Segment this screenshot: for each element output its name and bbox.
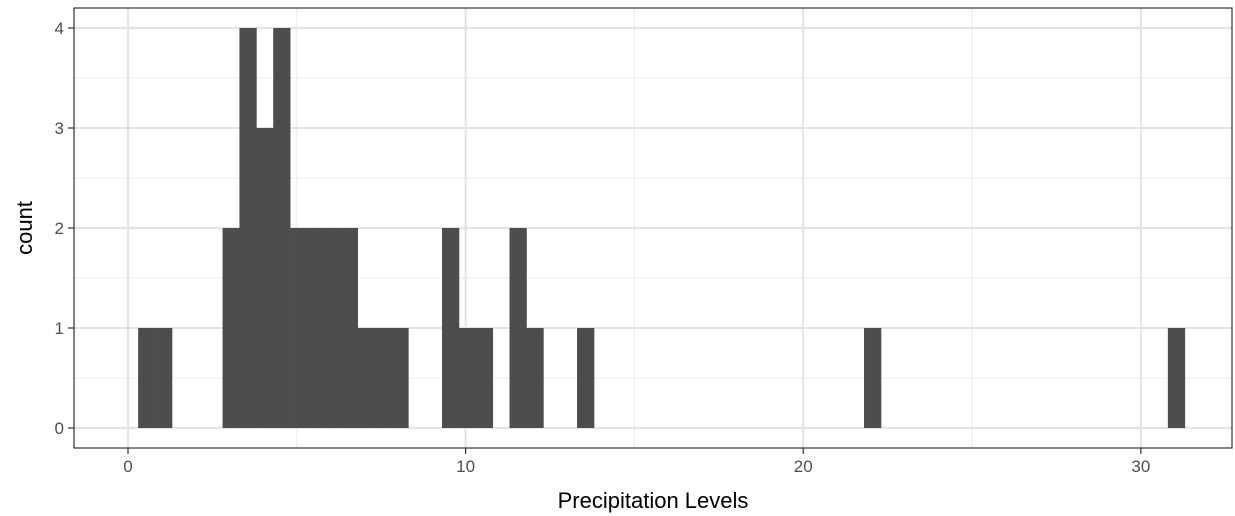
histogram-bar — [391, 328, 409, 428]
histogram-bar — [256, 128, 274, 428]
histogram-bar — [1167, 328, 1186, 428]
x-axis: 0 10 20 30 — [123, 448, 1150, 476]
x-axis-title: Precipitation Levels — [558, 488, 749, 513]
y-axis: 0 1 2 3 4 — [55, 19, 74, 438]
histogram-bar — [577, 328, 595, 428]
histogram-bar — [340, 228, 358, 428]
histogram-bar — [509, 228, 527, 428]
histogram-bar — [526, 328, 544, 428]
y-axis-title: count — [12, 201, 37, 255]
histogram-bar — [864, 328, 882, 428]
histogram-bar — [155, 328, 173, 428]
histogram-bar — [306, 228, 325, 428]
histogram-bar — [323, 228, 342, 428]
histogram-bar — [357, 328, 375, 428]
y-tick-label: 1 — [55, 319, 64, 338]
x-tick-label: 10 — [456, 457, 475, 476]
histogram-bar — [239, 28, 257, 428]
histogram-bar — [222, 228, 240, 428]
y-tick-label: 0 — [55, 419, 64, 438]
histogram-bar — [441, 228, 460, 428]
histogram-bar — [273, 28, 291, 428]
histogram-bar — [138, 328, 156, 428]
histogram-bar — [290, 228, 308, 428]
y-tick-label: 3 — [55, 119, 64, 138]
x-tick-label: 30 — [1131, 457, 1150, 476]
y-tick-label: 2 — [55, 219, 64, 238]
y-tick-label: 4 — [55, 19, 64, 38]
histogram-bars — [138, 28, 1186, 428]
major-gridlines — [74, 8, 1232, 448]
histogram-bar — [374, 328, 392, 428]
histogram-bar — [458, 328, 477, 428]
x-tick-label: 0 — [123, 457, 132, 476]
x-tick-label: 20 — [794, 457, 813, 476]
histogram-bar — [475, 328, 494, 428]
